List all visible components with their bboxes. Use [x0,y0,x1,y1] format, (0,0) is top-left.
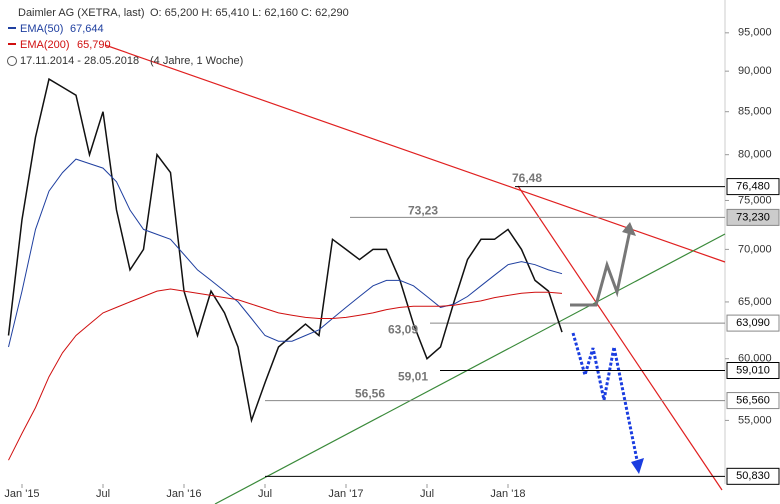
axis-label: 73,230 [736,211,770,223]
legend-value: 65,790 [77,39,111,51]
axis-label: 59,010 [736,364,770,376]
y-tick-label: 70,000 [738,243,772,255]
plot [7,44,726,504]
axis-label-box [726,314,780,332]
legend-name: EMA(200) [20,39,70,51]
axis-label-box [726,467,780,485]
level-label: 56,56 [355,387,385,401]
series-line [7,77,563,424]
y-tick-label: 90,000 [738,65,772,77]
legend-name: EMA(50) [20,23,63,35]
axis-label: 56,560 [736,394,770,406]
axis-label-box [726,362,780,380]
level-label: 59,01 [398,370,428,384]
header-title: Daimler AG (XETRA, last) [18,7,145,19]
x-tick-label: Jul [420,488,434,500]
trend-line [104,44,726,263]
clock-icon [7,56,17,66]
x-tick-label: Jul [258,488,272,500]
legend-value: 67,644 [70,23,104,35]
y-tick-label: 80,000 [738,149,772,161]
x-tick-label: Jul [96,488,110,500]
trend-line [517,185,723,491]
x-tick-label: Jan '18 [490,488,525,500]
date-range: 17.11.2014 - 28.05.2018 [20,55,139,67]
arrow-head [622,222,636,236]
level-label: 73,23 [408,204,438,218]
axis-label: 50,830 [736,470,770,482]
scenario-arrow [571,332,640,466]
legend-swatch [8,27,16,29]
level-label: 63,09 [388,322,418,336]
y-tick-label: 95,000 [738,27,772,39]
scenario-arrow [570,229,632,307]
axis-label: 76,480 [736,181,770,193]
legend-swatch [8,43,16,45]
axis-label-box [726,178,780,196]
x-tick-label: Jan '17 [328,488,363,500]
period: (4 Jahre, 1 Woche) [150,55,243,67]
axis-label-box [726,208,780,226]
y-tick-label: 60,000 [738,353,772,365]
series-line [8,158,563,348]
y-tick-label: 65,000 [738,296,772,308]
level-label: 76,48 [512,171,542,185]
series-line [8,288,563,461]
header-ohlc: O: 65,200 H: 65,410 L: 62,160 C: 62,290 [150,7,349,19]
trend-line [214,233,726,504]
arrow-head [631,458,644,474]
x-tick-label: Jan '15 [4,488,39,500]
x-tick-label: Jan '16 [166,488,201,500]
y-tick-label: 85,000 [738,106,772,118]
axis-label-box [726,392,780,410]
y-tick-label: 55,000 [738,414,772,426]
axis-label: 63,090 [736,317,770,329]
y-tick-label: 75,000 [738,194,772,206]
